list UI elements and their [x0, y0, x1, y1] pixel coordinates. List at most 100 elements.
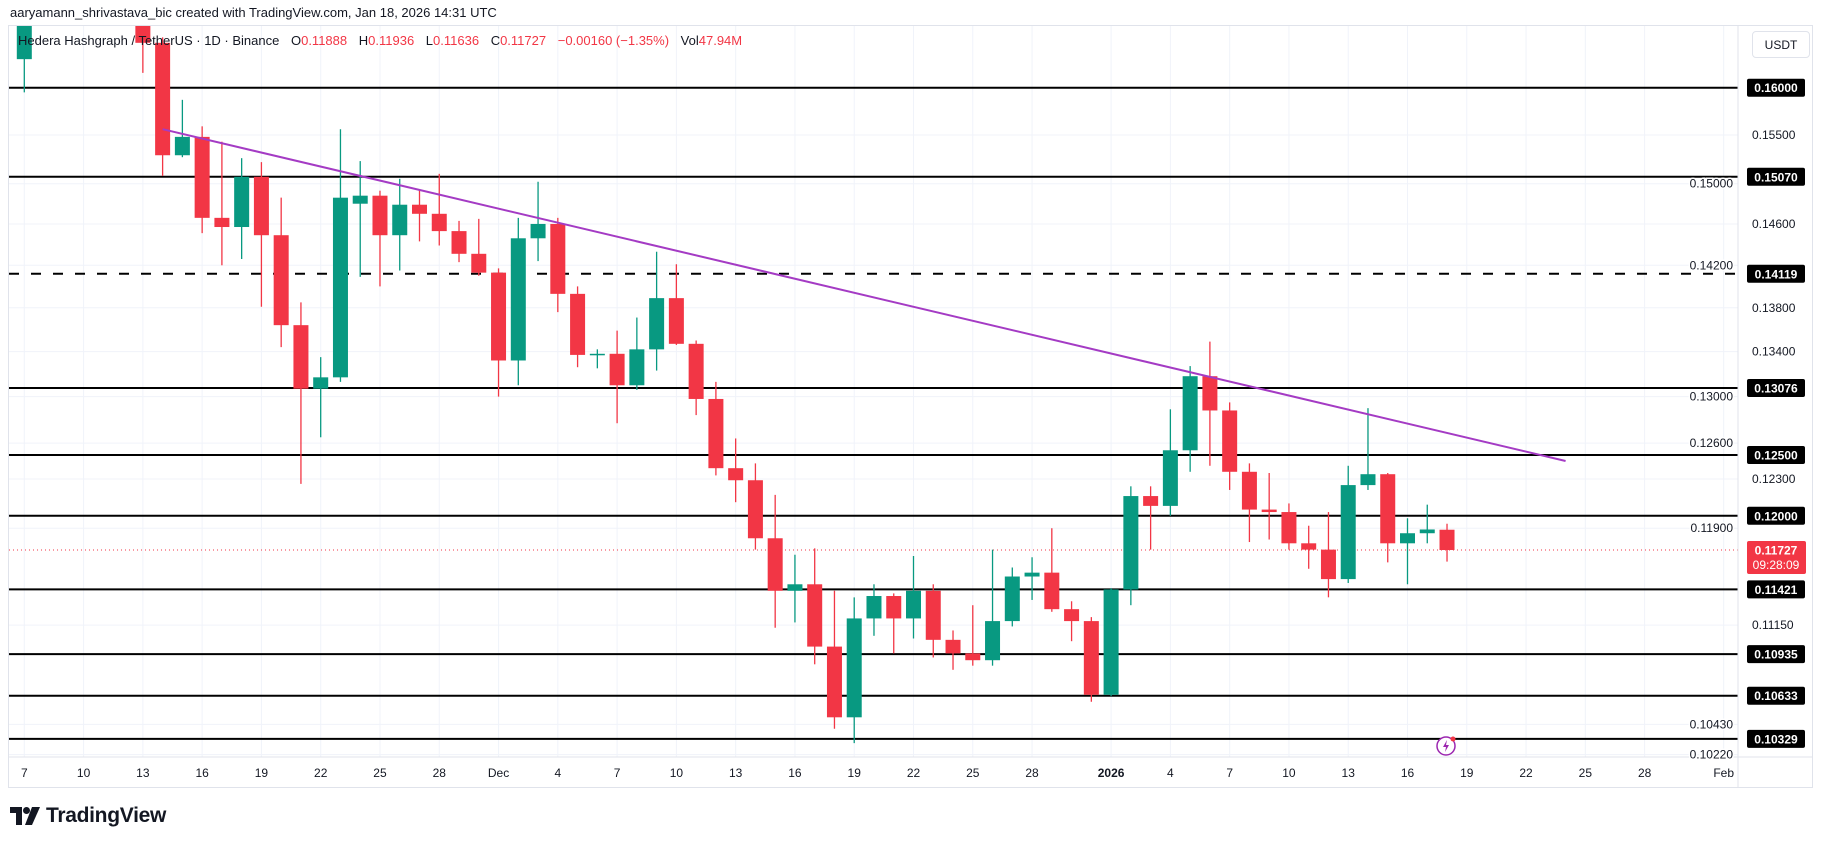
time-tick-label: 25	[373, 766, 387, 780]
candle[interactable]	[214, 141, 230, 266]
candle[interactable]	[589, 349, 605, 369]
candle[interactable]	[273, 197, 289, 348]
candle[interactable]	[629, 317, 645, 390]
candle[interactable]	[1241, 463, 1257, 543]
candle[interactable]	[649, 251, 665, 371]
candle[interactable]	[293, 302, 309, 484]
candle[interactable]	[234, 158, 250, 260]
candle[interactable]	[1281, 503, 1297, 550]
candle[interactable]	[906, 555, 921, 639]
trendline[interactable]	[162, 128, 1566, 462]
price-level-label-box	[1747, 645, 1805, 664]
candle[interactable]	[1419, 504, 1435, 544]
candle[interactable]	[1044, 528, 1060, 612]
candle[interactable]	[965, 605, 981, 666]
candle[interactable]	[985, 549, 1001, 666]
candle[interactable]	[510, 217, 526, 386]
candle-body	[826, 646, 842, 718]
time-tick-label: 16	[195, 766, 209, 780]
candle-body	[1004, 576, 1020, 622]
candle[interactable]	[728, 438, 744, 503]
time-axis[interactable]: 7 10 13 16 19 22 25 28 Dec 4 7 10 13 16 19 22 25 28 2026 4 7…	[21, 766, 1734, 780]
candle-body	[965, 653, 981, 661]
candle[interactable]	[866, 584, 882, 636]
candle[interactable]	[550, 217, 566, 313]
candle[interactable]	[1222, 402, 1238, 490]
candle[interactable]	[1024, 557, 1040, 600]
candle[interactable]	[570, 286, 586, 368]
candle[interactable]	[747, 463, 763, 550]
candle[interactable]	[1380, 472, 1396, 563]
candle[interactable]	[253, 162, 269, 307]
candle-body	[649, 298, 665, 350]
time-tick-label: 10	[670, 766, 684, 780]
candle-body	[1360, 474, 1376, 486]
tradingview-logo-text: TradingView	[46, 804, 167, 827]
candle[interactable]	[530, 181, 546, 262]
candle[interactable]	[471, 218, 487, 276]
candle[interactable]	[155, 37, 171, 176]
candle[interactable]	[767, 494, 783, 628]
candle[interactable]	[1439, 523, 1455, 562]
candle[interactable]	[945, 630, 961, 670]
candle[interactable]	[1103, 588, 1119, 697]
candle[interactable]	[1064, 601, 1080, 642]
candle[interactable]	[392, 178, 408, 271]
price-axis[interactable]: 0.15500 0.15000 0.14600 0.14200 0.13800 0.134…	[1688, 78, 1806, 763]
candle[interactable]	[826, 590, 842, 729]
time-tick-label: 13	[136, 766, 150, 780]
candle[interactable]	[194, 126, 210, 234]
candle[interactable]	[1202, 341, 1218, 466]
candle[interactable]	[451, 220, 467, 263]
lightning-icon[interactable]	[1436, 736, 1456, 756]
candle[interactable]	[431, 173, 447, 246]
candle[interactable]	[668, 264, 684, 345]
price-level-label-box	[1747, 446, 1805, 465]
candle[interactable]	[1004, 567, 1020, 627]
time-tick-label: 4	[1167, 766, 1174, 780]
candle[interactable]	[1182, 366, 1198, 472]
candle[interactable]	[1360, 408, 1376, 490]
candle[interactable]	[372, 190, 388, 287]
tradingview-logo[interactable]: TradingView	[10, 804, 166, 828]
candle[interactable]	[1123, 486, 1139, 606]
time-tick-label: 16	[788, 766, 802, 780]
candle[interactable]	[787, 554, 803, 623]
candle-body	[1261, 509, 1277, 513]
candle-body	[767, 538, 783, 591]
candle-body	[234, 176, 250, 228]
candle[interactable]	[807, 548, 823, 665]
candle[interactable]	[886, 593, 902, 654]
candle[interactable]	[708, 381, 724, 476]
symbol-name[interactable]: Hedera Hashgraph / TetherUS · 1D · Binan…	[18, 33, 280, 48]
candle[interactable]	[925, 584, 941, 658]
candle[interactable]	[332, 129, 348, 382]
candle[interactable]	[1261, 472, 1277, 540]
candle-body	[392, 204, 408, 236]
candle[interactable]	[1400, 518, 1415, 585]
candle[interactable]	[688, 340, 704, 416]
candle-body	[985, 621, 1001, 661]
candle[interactable]	[1340, 465, 1356, 583]
candle[interactable]	[16, 0, 32, 93]
candle[interactable]	[313, 357, 329, 438]
price-level-label: 0.12000	[1754, 509, 1798, 523]
candle[interactable]	[846, 597, 862, 744]
candle[interactable]	[609, 330, 625, 424]
candle[interactable]	[135, 0, 151, 73]
time-tick-label: Dec	[488, 766, 509, 780]
candle-body	[1162, 450, 1178, 506]
candle[interactable]	[1162, 409, 1178, 516]
candle[interactable]	[352, 161, 368, 277]
candle-body	[1103, 589, 1119, 695]
candle-body	[451, 231, 467, 254]
candle[interactable]	[1083, 617, 1099, 702]
candle[interactable]	[412, 189, 427, 242]
candle[interactable]	[1143, 486, 1159, 550]
candle[interactable]	[174, 99, 190, 158]
currency-button[interactable]: USDT	[1752, 31, 1810, 58]
candle[interactable]	[1301, 525, 1317, 569]
candle[interactable]	[491, 268, 507, 397]
candle[interactable]	[1320, 512, 1336, 598]
